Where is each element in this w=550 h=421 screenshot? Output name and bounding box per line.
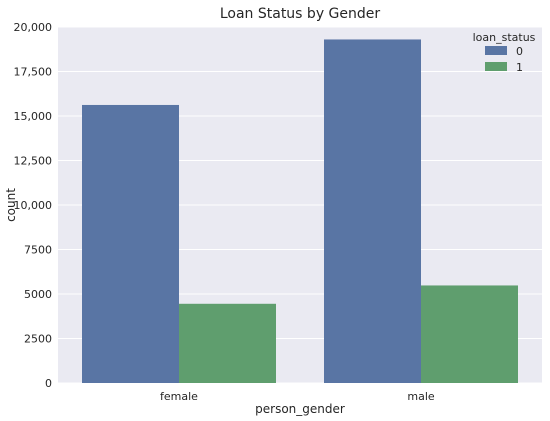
y-tick-label: 0 [45, 377, 52, 390]
y-tick-label: 17,500 [14, 66, 53, 79]
y-tick-label: 12,500 [14, 155, 53, 168]
x-axis-label: person_gender [255, 402, 345, 416]
legend-label-1: 1 [516, 61, 523, 74]
legend-swatch-1 [485, 62, 507, 71]
legend: loan_status 0 1 [473, 31, 536, 74]
y-tick-label: 7500 [24, 244, 52, 257]
bar-male-series-1 [421, 285, 518, 383]
y-axis-label: count [4, 188, 18, 222]
y-tick-label: 5000 [24, 288, 52, 301]
x-tick-label: male [407, 390, 435, 403]
bar-female-series-1 [179, 303, 276, 383]
x-tick-label: female [160, 390, 198, 403]
legend-swatch-0 [485, 46, 507, 55]
x-tick-labels: female male [160, 390, 435, 403]
y-tick-labels: 0 2500 5000 7500 10,000 12,500 15,000 17,500 20,… [14, 21, 53, 390]
bar-female-series-0 [82, 104, 179, 384]
y-tick-label: 10,000 [14, 199, 53, 212]
bar-male-series-0 [324, 39, 421, 384]
y-tick-label: 20,000 [14, 21, 53, 34]
legend-label-0: 0 [516, 45, 523, 58]
bars [82, 39, 518, 384]
y-tick-label: 15,000 [14, 110, 53, 123]
y-tick-label: 2500 [24, 333, 52, 346]
chart-title: Loan Status by Gender [220, 6, 381, 22]
legend-title: loan_status [473, 31, 536, 44]
